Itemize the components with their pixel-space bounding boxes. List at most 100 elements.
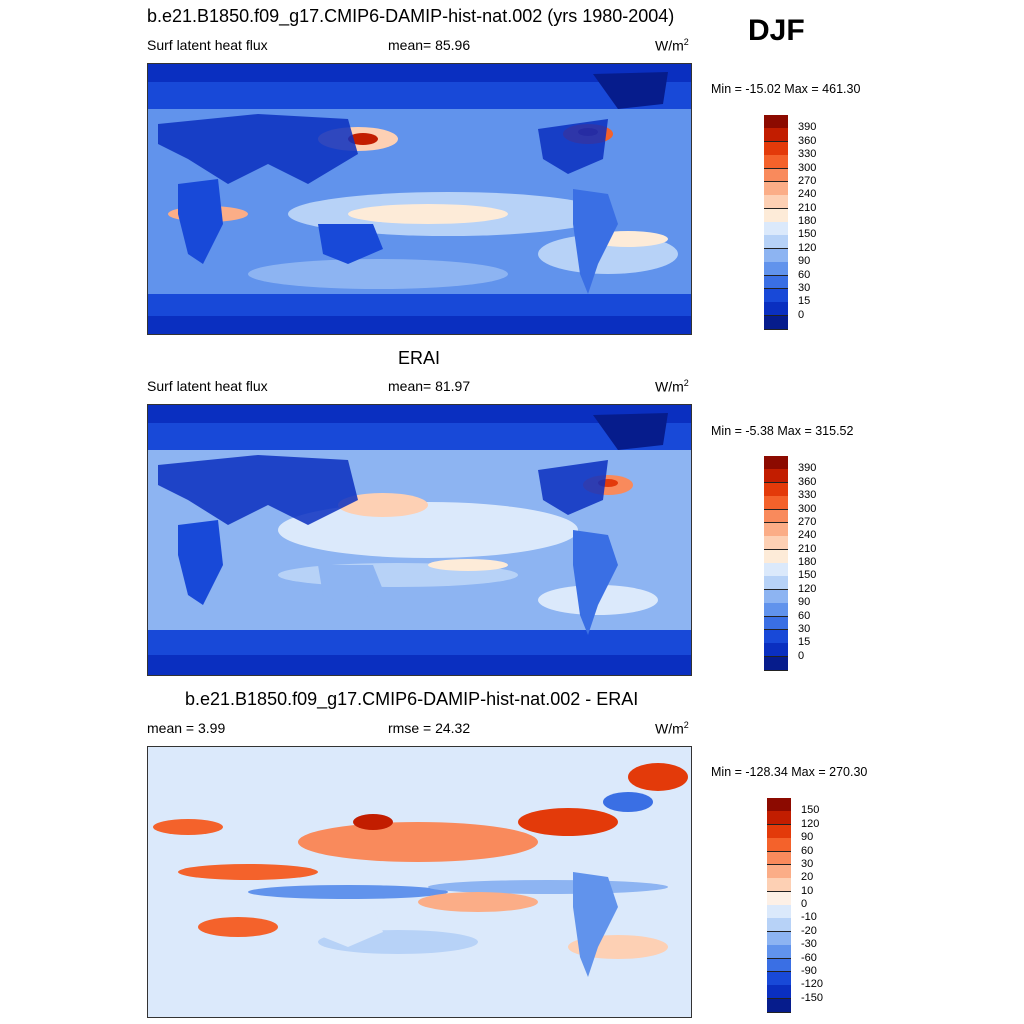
colorbar-tick-label: 300 [798,161,817,174]
colorbar-tick-label: 180 [798,556,817,568]
colorbar-tick-label: 30 [801,857,814,870]
colorbar-swatch [767,971,791,986]
colorbar-tick-label: 30 [798,281,811,294]
colorbar-tick-label: 15 [798,636,811,649]
colorbar-swatch [764,616,788,631]
colorbar-swatch [764,302,788,317]
colorbar-tick-label: 240 [798,188,817,201]
panel-2-variable-label: Surf latent heat flux [147,378,268,394]
panel-3-title: b.e21.B1850.f09_g17.CMIP6-DAMIP-hist-nat… [185,689,639,709]
panel-1-units: W/m2 [655,37,689,54]
panel-1-title: b.e21.B1850.f09_g17.CMIP6-DAMIP-hist-nat… [147,6,675,26]
colorbar-tick-label: 180 [798,215,817,227]
season-label: DJF [748,14,805,47]
colorbar-tick-label: 360 [798,134,817,147]
colorbar-swatch [767,864,791,879]
colorbar-tick-label: 60 [798,268,811,281]
colorbar-swatch [767,811,791,826]
colorbar-swatch [767,905,791,919]
colorbar-tick-label: -20 [801,924,817,937]
colorbar-swatch [764,208,788,223]
colorbar-tick-label: -90 [801,964,817,977]
colorbar-swatch [767,891,791,906]
colorbar-swatch [764,536,788,551]
colorbar-swatch [764,222,788,236]
colorbar-swatch [767,998,791,1013]
panel-1-map-svg [148,64,691,334]
colorbar-tick-label: 270 [798,515,817,528]
colorbar-tick-label: -10 [801,911,817,924]
colorbar-swatch [767,838,791,852]
colorbar-swatch [764,262,788,276]
panel-2-minmax: Min = -5.38 Max = 315.52 [711,424,854,438]
colorbar-swatch [764,549,788,564]
colorbar-tick-label: 330 [798,148,817,161]
colorbar-tick-label: 150 [801,804,820,817]
colorbar-swatch [764,275,788,290]
colorbar-tick-label: 0 [798,308,805,321]
colorbar-swatch [764,589,788,604]
colorbar-swatch [764,469,788,484]
panel-3-units: W/m2 [655,720,689,737]
colorbar-swatch [764,248,788,263]
colorbar-swatch [764,141,788,156]
colorbar-swatch [764,168,788,183]
colorbar-swatch [767,958,791,973]
panel-2-colorbar: 390 360 330 300 270 240 210 180 150 120 90 60 30 15 0 [764,456,816,671]
colorbar-tick-label: 15 [798,295,811,308]
colorbar-tick-label: 60 [801,844,814,857]
panel-1-variable-label: Surf latent heat flux [147,37,268,53]
panel-3-colorbar: 150 120 90 60 30 20 10 0 -10 -20 -30 -60 -90 -120 -150 [767,798,823,1013]
panel-1-map [147,63,692,335]
panel-1-minmax: Min = -15.02 Max = 461.30 [711,82,861,96]
colorbar-swatch [764,656,788,671]
colorbar-tick-label: -60 [801,951,817,964]
colorbar-tick-label: 10 [801,884,814,897]
colorbar-swatch [764,315,788,330]
colorbar-swatch [767,985,791,1000]
panel-2-units: W/m2 [655,378,689,395]
panel-2-mean-label: mean= 81.97 [388,378,471,394]
colorbar-tick-label: 90 [798,255,811,268]
colorbar-tick-label: 210 [798,201,817,214]
colorbar-tick-label: 150 [798,569,817,582]
colorbar-tick-label: 270 [798,174,817,187]
colorbar-tick-label: 300 [798,502,817,515]
panel-1-colorbar: 390 360 330 300 270 240 210 180 150 120 90 60 30 15 0 [764,115,816,330]
colorbar-swatch [764,563,788,577]
colorbar-tick-label: 330 [798,489,817,502]
panel-2-map-svg [148,405,691,675]
colorbar-swatch [764,576,788,591]
colorbar-tick-label: 210 [798,542,817,555]
colorbar-swatch [764,522,788,537]
colorbar-tick-label: 120 [798,582,817,595]
colorbar-tick-label: 60 [798,609,811,622]
colorbar-swatch [767,945,791,959]
panel-3-rmse-label: rmse = 24.32 [388,720,471,736]
panel-2-title: ERAI [398,348,441,368]
colorbar-tick-label: 20 [801,871,814,884]
colorbar-tick-label: -30 [801,938,817,951]
colorbar-swatch [764,181,788,196]
colorbar-swatch [764,643,788,658]
panel-3-minmax: Min = -128.34 Max = 270.30 [711,765,868,779]
colorbar-tick-label: -120 [801,978,824,991]
colorbar-swatch [764,496,788,510]
colorbar-swatch [767,918,791,933]
colorbar-swatch [767,878,791,893]
colorbar-tick-label: 120 [801,817,820,830]
colorbar-swatch [764,195,788,210]
colorbar-tick-label: 390 [798,462,817,475]
colorbar-tick-label: 390 [798,121,817,134]
colorbar-tick-label: 90 [801,831,814,844]
colorbar-tick-label: 30 [798,622,811,635]
colorbar-swatch [767,851,791,866]
colorbar-tick-label: 360 [798,475,817,488]
colorbar-swatch [767,824,791,839]
panel-3-map-svg [148,747,691,1017]
colorbar-swatch [764,629,788,644]
colorbar-swatch [764,128,788,143]
colorbar-tick-label: 0 [798,649,805,662]
colorbar-tick-label: 240 [798,529,817,542]
colorbar-tick-label: 120 [798,241,817,254]
